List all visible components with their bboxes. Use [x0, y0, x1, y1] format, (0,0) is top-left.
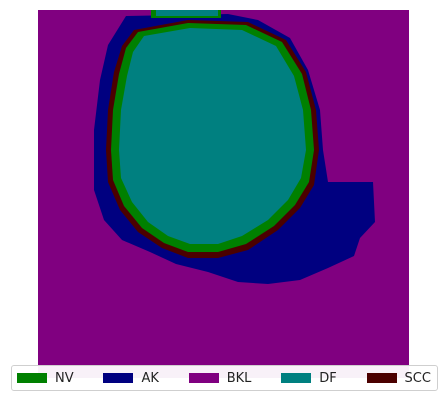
legend-label-scc: SCC — [404, 370, 431, 386]
legend-label-df: DF — [319, 370, 337, 386]
legend-item-nv: NV — [17, 371, 74, 386]
region-df — [119, 28, 306, 244]
region-df-top — [156, 10, 218, 16]
legend-swatch-ak — [103, 373, 134, 383]
legend-swatch-nv — [17, 373, 47, 383]
legend-swatch-scc — [366, 373, 397, 383]
legend-label-bkl: BKL — [226, 370, 252, 386]
legend-item-scc: SCC — [366, 370, 431, 386]
legend: NV AK BKL DF SCC — [11, 365, 438, 391]
legend-item-ak: AK — [103, 370, 159, 386]
segmentation-map — [38, 10, 409, 378]
legend-label-nv: NV — [55, 370, 74, 386]
legend-item-bkl: BKL — [188, 370, 252, 386]
legend-swatch-df — [281, 373, 312, 383]
legend-swatch-bkl — [188, 373, 219, 383]
legend-label-ak: AK — [141, 370, 159, 386]
legend-item-df: DF — [281, 371, 337, 386]
